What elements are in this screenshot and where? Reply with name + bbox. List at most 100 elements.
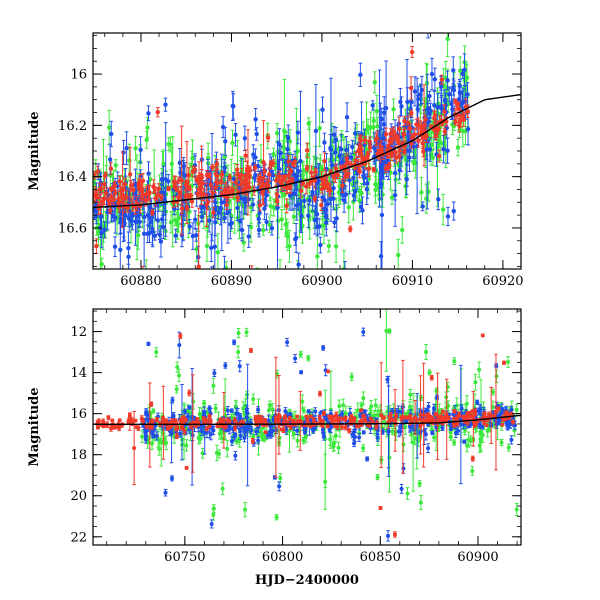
top-red-point (432, 113, 438, 118)
top-red-point (363, 137, 368, 143)
top-blue-point (277, 141, 282, 147)
top-blue-point (237, 218, 243, 224)
top-red-point (118, 188, 124, 193)
top-red-point (151, 184, 156, 189)
top-red-point (340, 183, 345, 188)
top-blue-point (275, 205, 280, 211)
top-red-point (383, 132, 389, 137)
top-blue-point (353, 131, 358, 136)
top-blue-point (322, 140, 327, 145)
top-red-point (116, 200, 121, 206)
top-red-point (201, 192, 206, 197)
top-blue-point (442, 98, 448, 103)
top-red-point (286, 159, 291, 164)
top-red-point (239, 173, 245, 178)
top-red-point (393, 133, 398, 138)
top-red-point (211, 210, 216, 215)
top-blue-point (228, 222, 233, 227)
top-blue-point (429, 71, 435, 77)
top-green-point (183, 298, 187, 302)
top-green-point (375, 124, 380, 129)
top-green-point (267, 222, 272, 227)
top-blue-point (126, 254, 131, 259)
top-blue-point (230, 103, 235, 109)
top-red-point (304, 148, 310, 153)
top-blue-point (177, 160, 183, 166)
top-green-point (168, 219, 174, 225)
top-blue-point (432, 77, 438, 82)
top-red-point (224, 189, 230, 194)
top-blue-point (181, 163, 186, 169)
top-green-point (306, 121, 311, 126)
top-blue-point (333, 150, 338, 155)
top-red-point (312, 196, 318, 202)
top-blue-point (408, 107, 413, 112)
top-red-point (186, 172, 191, 178)
top-x-tick-label: 60900 (301, 274, 342, 289)
top-red-point (420, 141, 425, 146)
top-green-point (419, 190, 424, 195)
top-green-point (424, 196, 429, 201)
top-blue-point (294, 203, 300, 208)
top-red-point (196, 264, 201, 269)
top-blue-point (462, 67, 467, 73)
top-blue-point (269, 225, 275, 231)
top-blue-point (392, 170, 398, 176)
top-red-point (290, 161, 296, 167)
top-blue-point (331, 132, 337, 137)
top-red-point (344, 172, 350, 178)
top-red-point (442, 129, 447, 134)
top-red-point (274, 178, 279, 183)
top-red-point (108, 208, 113, 213)
top-green-point (366, 176, 372, 182)
top-blue-point (405, 99, 410, 105)
top-red-point (421, 149, 426, 154)
top-red-point (176, 178, 182, 183)
top-blue-point (436, 197, 441, 202)
top-blue-point (320, 195, 325, 200)
top-red-point (108, 186, 114, 192)
top-blue-point (465, 126, 471, 132)
top-blue-point (445, 78, 450, 83)
top-blue-point (383, 105, 389, 111)
top-red-point (159, 195, 164, 200)
top-red-point (417, 124, 423, 130)
top-blue-point (109, 131, 114, 137)
top-green-point (322, 296, 326, 300)
top-red-point (389, 152, 395, 158)
top-red-point (155, 110, 160, 115)
top-red-point (128, 183, 134, 188)
top-blue-point (190, 233, 196, 239)
top-green-point (261, 227, 266, 233)
top-red-point (333, 166, 339, 171)
top-red-point (195, 191, 200, 196)
top-blue-point (242, 136, 248, 141)
top-red-point (208, 182, 214, 187)
top-green-point (144, 137, 149, 143)
top-green-point (346, 204, 351, 210)
top-blue-point (222, 267, 227, 269)
top-red-point (214, 161, 220, 167)
top-red-point (93, 193, 97, 199)
top-red-point (323, 184, 328, 189)
top-blue-point (328, 146, 333, 151)
top-blue-point (441, 146, 446, 152)
top-blue-point (312, 217, 318, 223)
top-blue-point (358, 72, 363, 78)
top-blue-point (173, 233, 178, 238)
top-red-point (242, 180, 247, 185)
top-blue-point (130, 213, 135, 218)
top-blue-point (412, 89, 418, 94)
top-red-point (274, 192, 280, 197)
top-green-point (92, 284, 96, 288)
top-blue-point (166, 179, 171, 184)
top-blue-point (253, 172, 258, 178)
top-red-point (131, 187, 136, 193)
top-blue-point (212, 244, 218, 249)
top-green-point (230, 140, 235, 146)
top-red-point (137, 183, 143, 189)
top-red-point (303, 184, 309, 189)
top-blue-point (253, 155, 258, 160)
top-blue-point (323, 207, 328, 212)
